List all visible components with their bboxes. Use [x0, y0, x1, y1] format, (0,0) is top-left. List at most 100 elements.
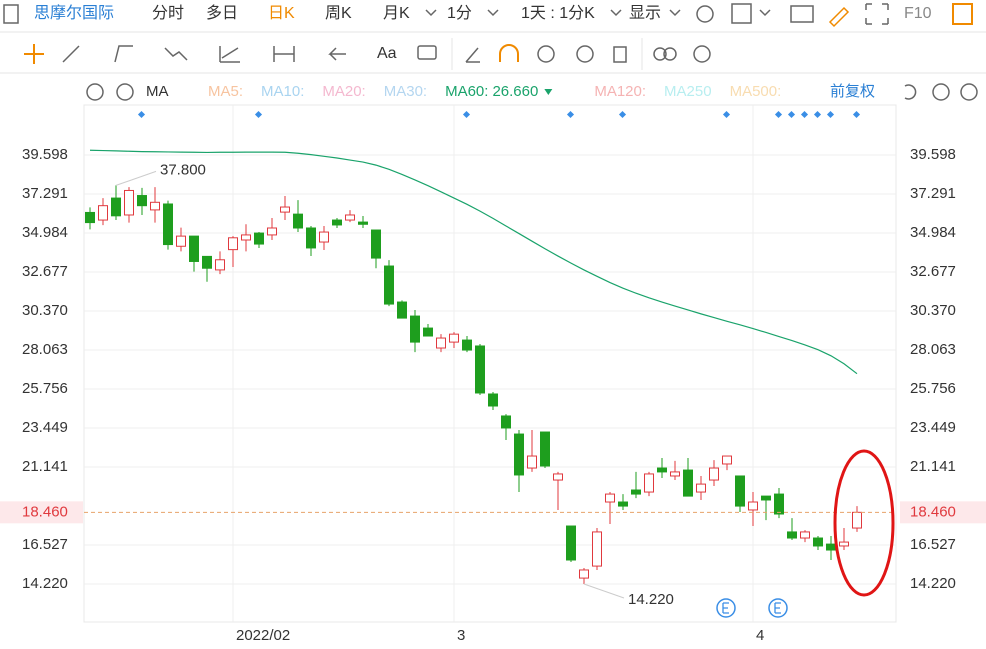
dropdown-arrow[interactable]: [669, 9, 681, 17]
sidebar-toggle[interactable]: [3, 4, 19, 24]
y-tick-label-right: 34.984: [910, 224, 956, 241]
candle-body: [345, 214, 355, 221]
y-tick-label-right: 21.141: [910, 458, 956, 475]
angle-tool[interactable]: [465, 47, 480, 63]
candle-body: [384, 265, 394, 305]
dropdown-arrow[interactable]: [425, 9, 437, 17]
panel-icon[interactable]: [952, 3, 973, 25]
candle-body: [566, 525, 576, 561]
display[interactable]: 显示: [629, 5, 661, 22]
plot-frame: [83, 104, 897, 623]
settings-icon[interactable]: [696, 5, 714, 23]
legend-close[interactable]: [116, 83, 134, 101]
y-tick-label-right: 39.598: [910, 146, 956, 163]
range[interactable]: 1天 : 1分K: [521, 4, 595, 22]
box-icon[interactable]: [731, 3, 752, 24]
event-marker[interactable]: [618, 110, 627, 119]
y-tick-label: 37.291: [22, 185, 68, 202]
dropdown-arrow[interactable]: [487, 9, 499, 17]
y-tick-label-right: 23.449: [910, 419, 956, 436]
legend-item: MA500:: [730, 83, 782, 100]
event-marker[interactable]: [774, 110, 783, 119]
candle-body: [475, 345, 485, 394]
dropdown-arrow[interactable]: [759, 9, 771, 17]
candle-body: [787, 531, 797, 539]
text-tool[interactable]: Aa: [377, 45, 397, 62]
settings-tool[interactable]: [693, 45, 711, 63]
tab[interactable]: 多日: [206, 4, 238, 22]
y-tick-label: 23.449: [22, 419, 68, 436]
lock-tool[interactable]: [537, 45, 555, 63]
arrow-tool[interactable]: [328, 47, 346, 61]
last-price-box: [900, 501, 986, 524]
move-tool[interactable]: [24, 44, 44, 64]
polyline-tool[interactable]: [114, 45, 133, 63]
candle-body: [774, 493, 784, 515]
legend-item: MA20:: [322, 83, 365, 100]
event-marker[interactable]: [254, 110, 263, 119]
candle-body: [540, 431, 550, 467]
line-tool[interactable]: [62, 45, 80, 63]
legend-settings[interactable]: [86, 83, 104, 101]
event-marker[interactable]: [722, 110, 731, 119]
min-leader: [583, 583, 625, 599]
ex-dividend-icon[interactable]: [768, 598, 788, 618]
candle-body: [436, 337, 446, 349]
y-tick-label-right: 16.527: [910, 536, 956, 553]
event-marker[interactable]: [462, 110, 471, 119]
tab[interactable]: 周K: [325, 5, 352, 22]
candle-body: [449, 333, 459, 343]
f10[interactable]: F10: [904, 5, 932, 22]
dropdown-arrow[interactable]: [610, 9, 622, 17]
event-marker[interactable]: [852, 110, 861, 119]
undo-icon[interactable]: [904, 84, 917, 100]
last-price-label: 18.460: [910, 503, 956, 520]
legend-item: MA250: [664, 83, 712, 100]
candle-body: [527, 455, 537, 469]
event-marker[interactable]: [813, 110, 822, 119]
indicator-name[interactable]: MA: [146, 83, 169, 100]
delete-tool[interactable]: [613, 46, 627, 63]
candle-body: [618, 501, 628, 507]
last-price-box: [0, 501, 83, 524]
range-tool[interactable]: [273, 46, 295, 62]
event-marker[interactable]: [800, 110, 809, 119]
stock-name[interactable]: 思摩尔国际: [34, 4, 114, 22]
adjust[interactable]: 前复权: [830, 82, 875, 100]
compare-tool[interactable]: [663, 47, 677, 61]
zoom-in[interactable]: [960, 83, 978, 101]
candle-body: [150, 201, 160, 211]
event-marker[interactable]: [137, 110, 146, 119]
fib-tool[interactable]: [219, 46, 240, 63]
comment-tool[interactable]: [417, 45, 437, 60]
candle-body: [254, 232, 264, 245]
event-marker[interactable]: [826, 110, 835, 119]
candle-body: [332, 219, 342, 226]
legend-item: MA120:: [594, 83, 646, 100]
pen-icon[interactable]: [828, 6, 850, 28]
zoom-out[interactable]: [932, 83, 950, 101]
camera-icon[interactable]: [790, 5, 814, 23]
magnet-tool[interactable]: [499, 44, 519, 62]
candle-body: [137, 195, 147, 207]
tab-active[interactable]: 日K: [268, 5, 295, 22]
event-marker[interactable]: [787, 110, 796, 119]
candle-body: [813, 537, 823, 547]
wave-tool[interactable]: [164, 47, 188, 61]
legend-item: MA5:: [208, 83, 243, 100]
hide-tool[interactable]: [576, 45, 594, 63]
ex-dividend-icon[interactable]: [716, 598, 736, 618]
candle-body: [657, 467, 667, 473]
fullscreen-icon[interactable]: [865, 3, 889, 25]
y-tick-label: 39.598: [22, 146, 68, 163]
period[interactable]: 1分: [447, 4, 472, 22]
tab[interactable]: 分时: [152, 4, 184, 22]
candle-body: [189, 235, 199, 262]
min-label: 14.220: [628, 591, 674, 608]
y-tick-label-right: 25.756: [910, 380, 956, 397]
tab[interactable]: 月K: [383, 5, 410, 22]
ma-line: [89, 149, 858, 375]
compare-tool[interactable]: [653, 47, 667, 61]
event-marker[interactable]: [566, 110, 575, 119]
